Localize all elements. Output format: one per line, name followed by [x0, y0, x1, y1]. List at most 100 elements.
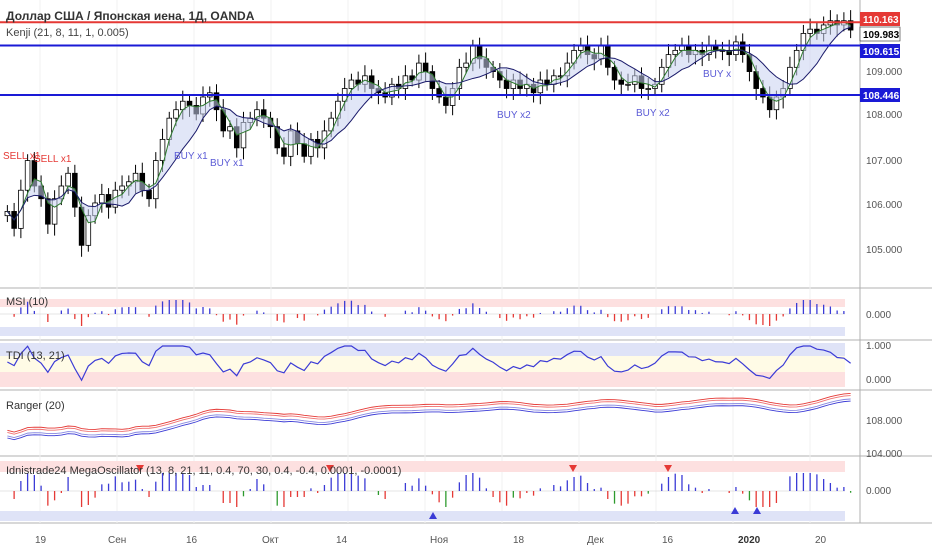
x-tick-1: Сен	[108, 535, 126, 546]
tdi-mid-zone	[0, 356, 845, 372]
candle-body	[625, 83, 631, 86]
mega-sell-arrow	[136, 465, 144, 472]
sell-signal-1: SELL x1	[3, 151, 41, 162]
candle-body	[227, 126, 233, 132]
candle-body	[463, 62, 469, 68]
x-tick-3: Окт	[262, 535, 279, 546]
buy-signal-1: BUY x1	[174, 151, 208, 162]
tdi-lower-zone	[0, 372, 845, 387]
mega-sell-arrow	[326, 465, 334, 472]
tdi-axis-0: 0.000	[866, 375, 891, 386]
pane-label-mega: Idnistrade24 MegaOscillator (13, 8, 21, …	[6, 465, 401, 477]
x-tick-6: 18	[513, 535, 525, 546]
candle-body	[665, 54, 672, 68]
candle-body	[186, 100, 193, 106]
price-badge-upper-text: 109.615	[863, 47, 900, 58]
candle-body	[739, 41, 746, 56]
candle-body	[672, 49, 678, 56]
candle-body	[24, 160, 31, 191]
candle-body	[281, 147, 287, 157]
candle-body	[618, 79, 625, 85]
tdi-upper-zone	[0, 343, 845, 356]
x-tick-9: 2020	[738, 535, 761, 546]
candle-body	[65, 172, 71, 187]
candle-body	[456, 66, 463, 89]
candle-body	[328, 117, 334, 132]
price-badge-last-text: 110.163	[863, 15, 899, 26]
candle-body	[348, 79, 355, 89]
price-badge-last: 110.163	[860, 12, 900, 26]
ranger-axis-104: 104.000	[866, 449, 903, 460]
msi-axis-0: 0.000	[866, 310, 891, 321]
ranger-band	[7, 395, 851, 435]
candle-body	[611, 66, 618, 81]
candle-body	[760, 88, 766, 98]
price-tick-108: 108.000	[866, 110, 903, 121]
price-badge-upper: 109.615	[860, 44, 900, 58]
ranger-band	[7, 400, 851, 441]
mega-sell-arrow	[569, 465, 577, 472]
candle-body	[503, 79, 510, 89]
candle-body	[436, 88, 442, 98]
x-tick-7: Дек	[587, 535, 604, 546]
price-badge-kenji-text: 109.983	[863, 30, 900, 41]
candle-body	[807, 28, 813, 34]
x-tick-0: 19	[35, 535, 47, 546]
ranger-axis-108: 108.000	[866, 416, 903, 427]
kenji-fast-line	[6, 21, 851, 224]
tdi-axis-1: 1.000	[866, 341, 891, 352]
price-tick-109: 109.000	[866, 67, 903, 78]
pane-label-msi: MSI (10)	[6, 296, 48, 308]
pane-label-tdi: TDI (13, 21)	[6, 350, 65, 362]
x-tick-5: Ноя	[430, 535, 448, 546]
buy-signal-4: BUY x2	[636, 108, 670, 119]
buy-signal-3: BUY x2	[497, 110, 531, 121]
price-badge-kenji: 109.983	[859, 26, 901, 42]
candle-body	[146, 189, 152, 200]
x-tick-10: 20	[815, 535, 827, 546]
mega-lower-zone	[0, 511, 845, 521]
mega-buy-arrow	[429, 512, 437, 519]
candle-body	[443, 96, 449, 106]
tdi-line	[7, 345, 851, 382]
price-tick-105: 105.000	[866, 245, 903, 256]
mega-buy-arrow	[731, 507, 739, 514]
kenji-slow-line	[6, 26, 851, 221]
candle-body	[119, 185, 125, 191]
price-tick-107: 107.000	[866, 156, 903, 167]
candle-body	[645, 88, 652, 90]
candle-body	[99, 194, 105, 204]
msi-upper-zone	[0, 299, 845, 307]
buy-signal-2: BUY x1	[210, 158, 244, 169]
candle-body	[45, 198, 51, 225]
price-tick-106: 106.000	[866, 200, 903, 211]
candle-body	[578, 45, 584, 51]
price-badge-lower: 108.446	[860, 88, 900, 102]
mega-buy-arrow	[753, 507, 761, 514]
candle-body	[733, 41, 739, 56]
msi-lower-zone	[0, 327, 845, 336]
mega-upper-zone	[0, 461, 845, 472]
sell-signal-2: SELL x1	[34, 154, 72, 165]
candle-body	[679, 45, 685, 51]
buy-signal-5: BUY x	[703, 69, 731, 80]
candle-body	[544, 79, 550, 85]
mega-sell-arrow	[664, 465, 672, 472]
ranger-band	[7, 398, 851, 439]
price-badge-lower-text: 108.446	[863, 91, 900, 102]
candle-body	[301, 143, 307, 157]
candle-body	[159, 138, 166, 161]
candle-body	[726, 49, 732, 56]
pane-label-ranger: Ranger (20)	[6, 400, 65, 412]
candle-body	[274, 126, 280, 149]
x-tick-8: 16	[662, 535, 674, 546]
candle-body	[51, 198, 58, 225]
indicator-label: Kenji (21, 8, 11, 1, 0.005)	[6, 27, 129, 39]
x-tick-4: 14	[336, 535, 348, 546]
chart-title: Доллар США / Японская иена, 1Д, OANDA	[6, 9, 255, 23]
mega-axis-0: 0.000	[866, 486, 891, 497]
x-tick-2: 16	[186, 535, 198, 546]
candle-body	[422, 62, 429, 72]
ranger-band	[7, 393, 851, 433]
